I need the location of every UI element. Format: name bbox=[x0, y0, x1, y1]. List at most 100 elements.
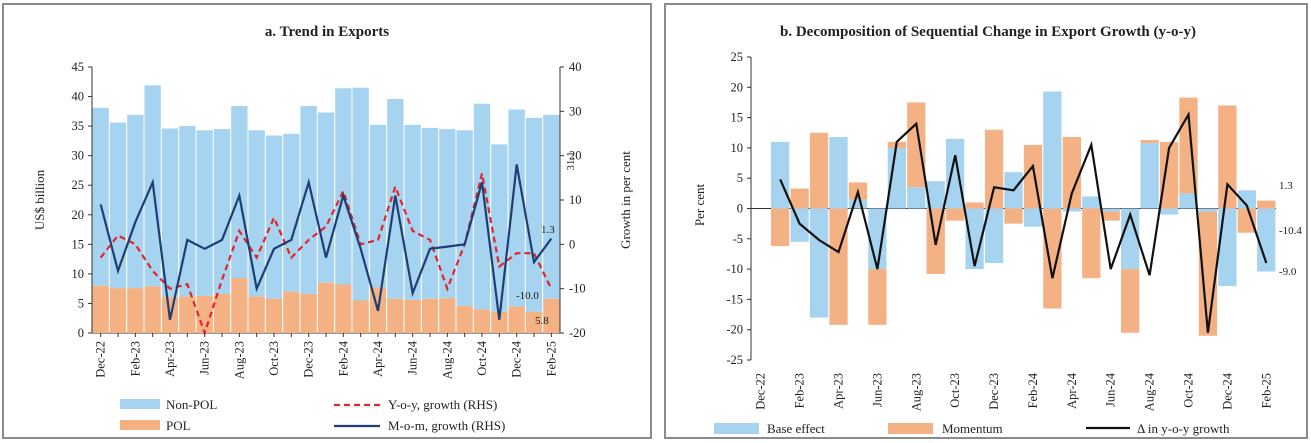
y-tick-label: -15 bbox=[726, 292, 743, 306]
x-tick-label: Feb-23 bbox=[128, 341, 142, 376]
bar-momentum bbox=[1004, 209, 1022, 224]
legend-label-pol: POL bbox=[166, 418, 191, 433]
x-tick-label: Apr-23 bbox=[832, 373, 846, 409]
bar-momentum bbox=[868, 269, 886, 325]
y-tick-label: 5 bbox=[737, 171, 743, 185]
y-axis-label: Per cent bbox=[692, 183, 707, 226]
bar-base-effect bbox=[829, 137, 847, 209]
y-tick-label: 0 bbox=[737, 202, 743, 216]
bar-base-effect bbox=[1063, 209, 1081, 212]
bar-momentum bbox=[829, 209, 847, 325]
bar-non-pol bbox=[249, 130, 265, 296]
bar-non-pol bbox=[526, 118, 542, 312]
data-label-pol: 5.8 bbox=[535, 315, 549, 327]
bar-non-pol bbox=[231, 106, 247, 278]
bar-momentum bbox=[1218, 105, 1236, 208]
bar-base-effect bbox=[1024, 209, 1042, 227]
bar-base-effect bbox=[1102, 209, 1120, 212]
bar-pol bbox=[439, 298, 455, 333]
bar-momentum bbox=[985, 130, 1003, 209]
legend-label-base-effect: Base effect bbox=[767, 421, 825, 436]
bar-pol bbox=[145, 286, 161, 333]
y-tick-label: 15 bbox=[72, 237, 85, 251]
bar-pol bbox=[249, 296, 265, 333]
bar-non-pol bbox=[283, 134, 299, 292]
legend-label-momentum: Momentum bbox=[942, 421, 1003, 436]
y-axis-label: US$ billion bbox=[32, 169, 47, 230]
bar-base-effect bbox=[868, 209, 886, 270]
x-tick-label: Aug-24 bbox=[1143, 372, 1157, 411]
bar-pol bbox=[457, 306, 473, 333]
chart-export-growth-decomposition: b. Decomposition of Sequential Change in… bbox=[666, 5, 1306, 437]
bar-non-pol bbox=[335, 88, 351, 284]
legend-label-non-pol: Non-POL bbox=[166, 397, 217, 412]
bar-pol bbox=[214, 294, 230, 333]
y-tick-label: -25 bbox=[726, 353, 743, 367]
bar-base-effect bbox=[1140, 143, 1158, 208]
x-tick-label: Oct-24 bbox=[1182, 372, 1196, 407]
bar-base-effect bbox=[946, 139, 964, 209]
bar-non-pol bbox=[457, 130, 473, 306]
bar-non-pol bbox=[543, 115, 559, 299]
bar-pol bbox=[93, 286, 109, 333]
x-tick-label: Jun-24 bbox=[406, 340, 420, 375]
bar-non-pol bbox=[214, 129, 230, 294]
chart-title: a. Trend in Exports bbox=[265, 24, 389, 40]
legend-swatch-base-effect bbox=[714, 423, 759, 434]
x-tick-label: Apr-23 bbox=[163, 341, 177, 377]
bar-non-pol bbox=[422, 128, 438, 299]
y-tick-label: 0 bbox=[78, 326, 84, 340]
bar-pol bbox=[335, 285, 351, 333]
panel-export-growth-decomposition: b. Decomposition of Sequential Change in… bbox=[664, 3, 1308, 439]
bar-base-effect bbox=[771, 142, 789, 209]
y-tick-label: 5 bbox=[78, 296, 84, 310]
y-tick-label: 25 bbox=[731, 50, 744, 64]
bar-non-pol bbox=[266, 136, 282, 299]
data-label-mom: 1.3 bbox=[541, 224, 555, 236]
x-tick-label: Oct-23 bbox=[267, 341, 281, 376]
x-tick-label: Dec-22 bbox=[754, 373, 768, 410]
bar-base-effect bbox=[849, 199, 867, 208]
x-tick-label: Apr-24 bbox=[1065, 372, 1079, 409]
bar-non-pol bbox=[491, 144, 507, 311]
y-tick-label: -10 bbox=[726, 262, 743, 276]
bar-momentum bbox=[965, 202, 983, 208]
bar-pol bbox=[422, 299, 438, 333]
bar-pol bbox=[405, 300, 421, 333]
y-tick-label: 25 bbox=[72, 178, 85, 192]
chart-trend-in-exports: a. Trend in Exports051015202530354045-20… bbox=[4, 5, 650, 437]
x-tick-label: Dec-23 bbox=[302, 341, 316, 378]
data-label-non-pol: 31.1 bbox=[565, 151, 577, 170]
y-tick-label: 40 bbox=[72, 90, 85, 104]
y2-tick-label: 30 bbox=[569, 104, 582, 118]
legend-swatch-momentum bbox=[888, 423, 933, 434]
x-tick-label: Jun-23 bbox=[198, 341, 212, 375]
x-tick-label: Dec-24 bbox=[1220, 372, 1234, 410]
y-tick-label: 10 bbox=[72, 267, 85, 281]
bar-non-pol bbox=[110, 123, 126, 289]
x-tick-label: Jun-24 bbox=[1104, 372, 1118, 407]
legend-label-yoy-growth: Y-o-y, growth (RHS) bbox=[388, 397, 497, 412]
bar-pol bbox=[474, 309, 490, 333]
bar-non-pol bbox=[197, 130, 213, 296]
bar-pol bbox=[318, 283, 334, 333]
x-tick-label: Feb-25 bbox=[544, 341, 558, 376]
y-tick-label: 20 bbox=[72, 208, 85, 222]
bar-pol bbox=[283, 292, 299, 333]
legend-label-mom-growth: M-o-m, growth (RHS) bbox=[388, 418, 505, 433]
x-tick-label: Feb-24 bbox=[336, 340, 350, 376]
data-label-momentum: 1.3 bbox=[1279, 180, 1293, 192]
y-tick-label: 45 bbox=[72, 60, 85, 74]
bar-non-pol bbox=[127, 115, 143, 288]
bar-momentum bbox=[1121, 269, 1139, 333]
bar-momentum bbox=[1238, 209, 1256, 233]
y-tick-label: -20 bbox=[726, 323, 743, 337]
bar-base-effect bbox=[790, 209, 808, 242]
x-tick-label: Dec-24 bbox=[510, 340, 524, 378]
bar-pol bbox=[127, 288, 143, 333]
data-label-delta: -9.0 bbox=[1279, 266, 1297, 278]
bar-momentum bbox=[1140, 140, 1158, 143]
y-tick-label: -5 bbox=[733, 232, 743, 246]
x-tick-label: Oct-23 bbox=[948, 373, 962, 408]
y-tick-label: 10 bbox=[731, 141, 744, 155]
